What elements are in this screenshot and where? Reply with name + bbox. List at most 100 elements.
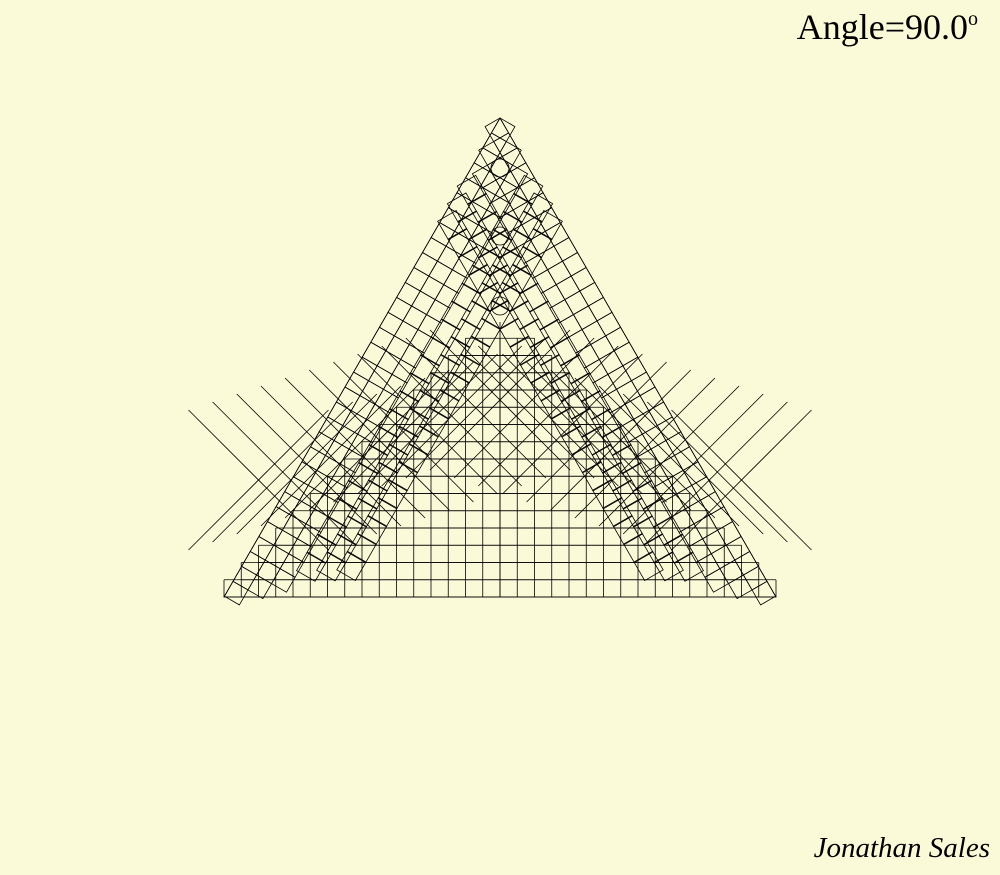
tile-square [495,170,521,196]
lattice-diagonal [574,377,716,519]
tile-square [279,553,305,578]
tile-square [566,328,592,354]
tile-square [344,371,370,397]
tile-diamond [612,514,644,546]
tile-square [598,350,624,375]
tile-diamond [502,192,534,224]
tile-diamond [632,515,664,546]
tile-square [553,237,579,262]
tile-square [288,538,313,563]
tile-square [374,388,399,414]
tile-diamond [471,282,502,313]
tile-diamond [466,192,498,224]
tile-square [247,574,273,600]
tile-diamond [498,282,529,313]
tile-diamond [653,551,684,582]
tile-square [557,314,583,339]
tile-square [727,574,753,600]
lattice-diagonal [308,369,450,511]
tile-square [324,439,350,465]
tile-square [581,320,607,346]
tile-diamond [633,550,664,582]
tile-diamond [602,496,633,528]
tile-diamond [440,335,471,367]
tile-diamond [357,479,388,510]
tile-diamond [518,282,549,313]
tile-diamond [327,497,358,528]
tile-square [512,200,538,226]
tile-diamond [561,425,592,456]
tile-square [501,147,527,172]
lattice-diagonal [502,353,643,495]
tile-square [473,147,499,172]
tile-square [281,514,307,540]
author-signature: Jonathan Sales [813,832,990,864]
tile-diamond [477,210,508,242]
tile-diamond [358,443,389,475]
tile-diamond [508,300,540,331]
tile-square [393,320,419,346]
tile-diamond [336,515,368,546]
tile-diamond [511,245,543,277]
tile-diamond [539,318,570,349]
angle-readout: Angle=90.0o [797,6,978,48]
tile-diamond [408,425,439,456]
tile-diamond [296,551,327,582]
tile-square [673,446,699,471]
tile-square [478,141,503,166]
tile-diamond [347,461,378,493]
tile-square [301,446,327,471]
tile-square [687,538,712,563]
tile-square [404,266,430,292]
tile-diamond [461,264,492,295]
tile-diamond [477,246,509,277]
tile-diamond [457,210,488,241]
tile-diamond [623,532,654,564]
tile-diamond [643,533,674,564]
tile-square [434,284,460,309]
tile-square [702,529,727,555]
lattice-diagonal [188,409,329,551]
tile-square [460,239,486,264]
tile-square [641,424,667,450]
tile-square [408,328,434,354]
tile-diamond [456,174,487,206]
tile-square [314,493,339,519]
tile-square [622,356,647,382]
tile-square [378,311,404,337]
lattice-diagonal [671,409,812,551]
angle-value: 90.0 [905,7,968,47]
tile-square [659,454,684,480]
tile-diamond [378,408,410,439]
tile-square [322,478,348,504]
tile-square [462,200,488,226]
tile-square [751,580,777,606]
tile-diamond [491,246,523,277]
tile-diamond [653,515,684,546]
tile-diamond [512,210,543,241]
tile-diamond [356,514,388,546]
lattice-diagonal [622,393,764,535]
tile-square [391,358,417,384]
tile-diamond [540,389,571,420]
tile-square [387,296,413,322]
tile-diamond [316,515,347,546]
tile-square [650,439,676,465]
tile-diamond [451,282,482,313]
tile-diamond [418,407,450,438]
tile-square [699,491,725,516]
tile-square [443,269,468,294]
tile-square [419,275,445,301]
tile-square [396,281,421,307]
tile-square [357,418,382,444]
tile-square [400,343,425,369]
angle-unit: o [968,8,978,30]
lattice-diagonal [598,385,740,527]
tile-square [592,373,618,399]
tile-square [413,251,438,277]
tile-square [223,580,249,606]
tile-diamond [460,300,492,331]
tile-square [307,469,333,495]
tile-square [607,365,633,390]
